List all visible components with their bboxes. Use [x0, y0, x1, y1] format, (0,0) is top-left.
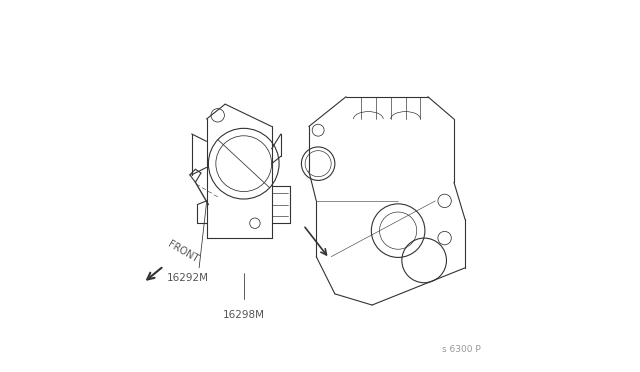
- Text: FRONT: FRONT: [166, 239, 200, 264]
- Text: 16298M: 16298M: [223, 310, 265, 320]
- Text: s 6300 P: s 6300 P: [442, 345, 481, 354]
- Text: 16292M: 16292M: [167, 273, 209, 283]
